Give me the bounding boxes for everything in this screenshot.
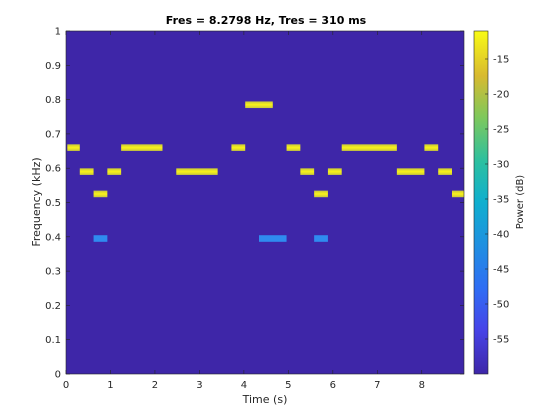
spectrogram-segment xyxy=(93,190,108,198)
colorbar-tick-label: -20 xyxy=(493,90,509,101)
colorbar-tick-label: -30 xyxy=(493,160,509,171)
x-tick-label: 0 xyxy=(63,380,69,391)
y-tick-label: 0.4 xyxy=(45,232,61,243)
x-axis-label: Time (s) xyxy=(242,393,288,406)
spectrogram-segment xyxy=(121,144,163,151)
spectrogram-segment xyxy=(245,101,273,109)
y-tick-label: 0.6 xyxy=(45,164,61,175)
spectrogram-segment xyxy=(451,190,464,198)
x-tick-label: 3 xyxy=(196,380,202,391)
spectrogram-segment xyxy=(424,144,439,151)
y-tick-label: 0.8 xyxy=(45,95,61,106)
spectrogram-segment xyxy=(327,168,342,175)
colorbar-tick-label: -15 xyxy=(493,55,509,66)
spectrogram-segment xyxy=(286,144,301,151)
spectrogram-segment xyxy=(396,168,425,175)
spectrogram-segment xyxy=(314,235,328,242)
spectrogram-segment xyxy=(300,168,315,175)
colorbar-tick-label: -55 xyxy=(493,335,509,346)
y-axis-ticks: 0 0.1 0.2 0.3 0.4 0.5 0.6 0.7 0.8 0.9 1 xyxy=(45,27,464,381)
colorbar-ticks: -15 -20 -25 -30 -35 -40 -45 -50 -55 xyxy=(485,55,509,346)
colorbar-label: Power (dB) xyxy=(515,175,526,230)
colorbar-tick-label: -40 xyxy=(493,230,509,241)
spectrogram-segment xyxy=(438,168,452,175)
colorbar-tick-label: -35 xyxy=(493,195,509,206)
y-tick-label: 0.2 xyxy=(45,301,61,312)
y-tick-label: 0.7 xyxy=(45,129,61,140)
spectrogram-segments xyxy=(67,101,464,242)
x-axis-ticks: 0 1 2 3 4 5 6 7 8 xyxy=(63,31,425,391)
chart-title: Fres = 8.2798 Hz, Tres = 310 ms xyxy=(166,14,367,27)
spectrogram-segment xyxy=(67,144,80,151)
x-tick-label: 1 xyxy=(107,380,113,391)
spectrogram-segment xyxy=(93,235,108,242)
x-tick-label: 6 xyxy=(330,380,336,391)
y-tick-label: 0.5 xyxy=(45,198,61,209)
spectrogram-segment xyxy=(176,168,218,175)
x-tick-label: 5 xyxy=(285,380,291,391)
colorbar-tick-label: -45 xyxy=(493,265,509,276)
x-tick-label: 4 xyxy=(241,380,247,391)
spectrogram-segment xyxy=(79,168,94,175)
y-tick-label: 1 xyxy=(55,27,61,38)
x-tick-label: 7 xyxy=(374,380,380,391)
y-tick-label: 0.3 xyxy=(45,267,61,278)
colorbar xyxy=(473,30,489,375)
spectrogram-segment xyxy=(231,144,246,151)
colorbar-tick-label: -25 xyxy=(493,125,509,136)
y-tick-label: 0.1 xyxy=(45,335,61,346)
spectrogram-segment xyxy=(107,168,122,175)
y-axis-label: Frequency (kHz) xyxy=(30,157,43,246)
plot-area xyxy=(66,31,464,374)
spectrogram-segment xyxy=(258,235,287,242)
spectrogram-segment xyxy=(341,144,397,151)
x-tick-label: 8 xyxy=(419,380,425,391)
spectrogram-segment xyxy=(314,190,328,198)
colorbar-tick-label: -50 xyxy=(493,300,509,311)
y-tick-label: 0.9 xyxy=(45,61,61,72)
x-tick-label: 2 xyxy=(152,380,158,391)
y-tick-label: 0 xyxy=(55,370,61,381)
